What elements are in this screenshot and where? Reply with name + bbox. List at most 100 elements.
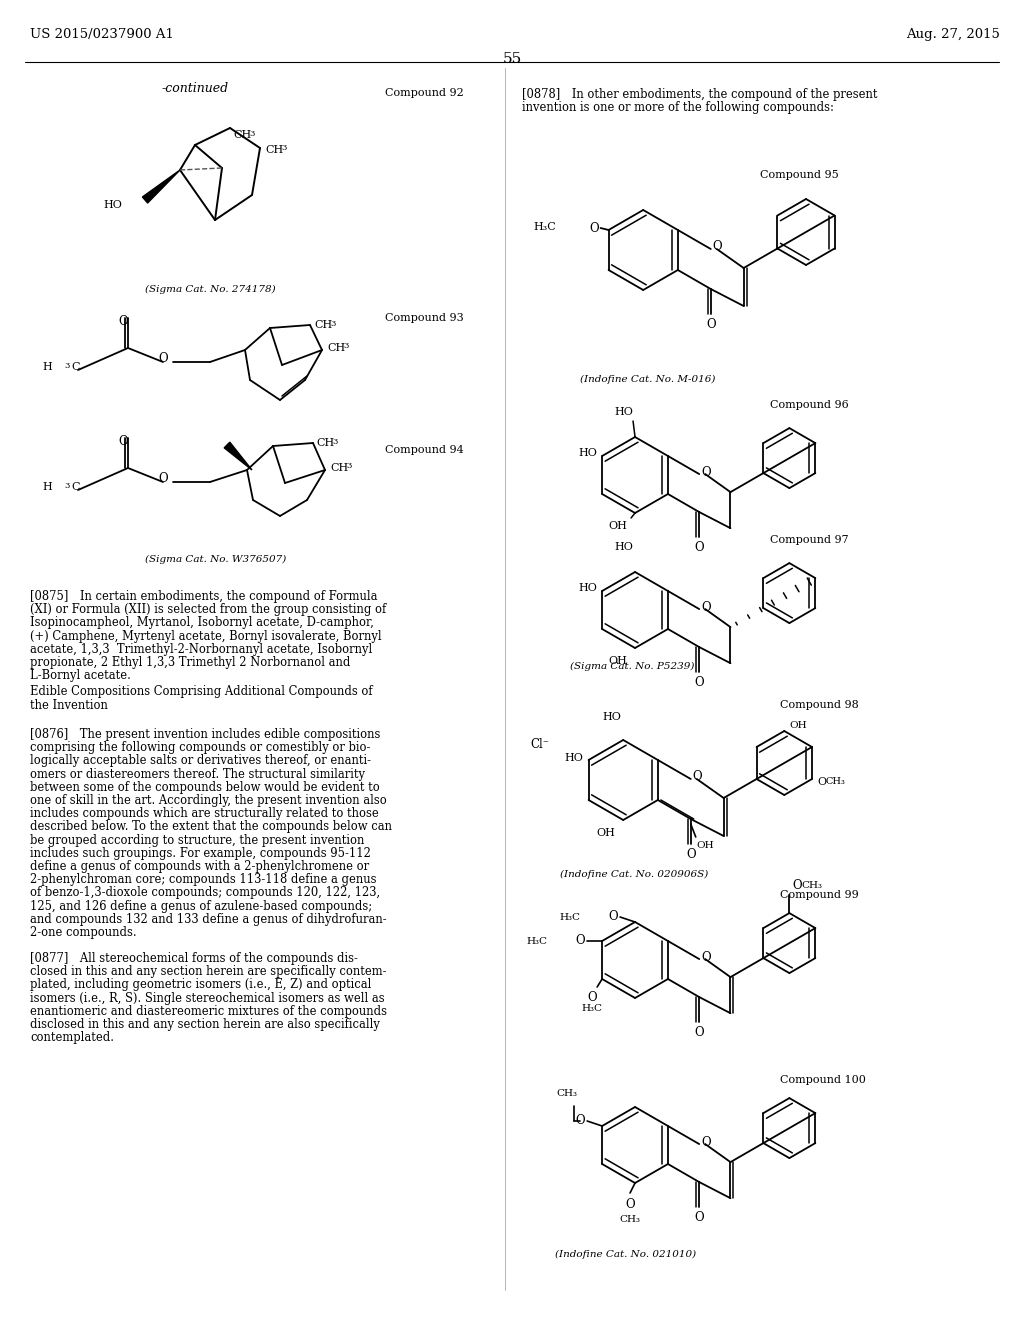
Text: HO: HO — [602, 711, 622, 722]
Text: L-Bornyl acetate.: L-Bornyl acetate. — [30, 669, 131, 682]
Text: O: O — [694, 1210, 705, 1224]
Text: OH: OH — [608, 521, 627, 531]
Text: 55: 55 — [503, 51, 521, 66]
Text: CH: CH — [265, 145, 284, 154]
Text: O: O — [118, 436, 128, 447]
Text: between some of the compounds below would be evident to: between some of the compounds below woul… — [30, 781, 380, 793]
Text: Compound 93: Compound 93 — [385, 313, 464, 323]
Text: (XI) or Formula (XII) is selected from the group consisting of: (XI) or Formula (XII) is selected from t… — [30, 603, 386, 616]
Text: O: O — [706, 318, 716, 331]
Text: O: O — [694, 541, 705, 554]
Text: H₃C: H₃C — [526, 936, 547, 945]
Text: 3: 3 — [63, 482, 70, 490]
Text: Cl⁻: Cl⁻ — [530, 738, 549, 751]
Text: O: O — [693, 771, 702, 784]
Text: O: O — [575, 935, 585, 948]
Text: OH: OH — [596, 828, 615, 838]
Text: omers or diastereomers thereof. The structural similarity: omers or diastereomers thereof. The stru… — [30, 768, 365, 780]
Text: HO: HO — [579, 583, 597, 593]
Text: -continued: -continued — [162, 82, 228, 95]
Text: CH₃: CH₃ — [557, 1089, 578, 1098]
Text: [0875] In certain embodiments, the compound of Formula: [0875] In certain embodiments, the compo… — [30, 590, 378, 603]
Text: O: O — [701, 466, 711, 479]
Text: O: O — [817, 777, 826, 787]
Text: isomers (i.e., R, S). Single stereochemical isomers as well as: isomers (i.e., R, S). Single stereochemi… — [30, 991, 385, 1005]
Text: includes such groupings. For example, compounds 95-112: includes such groupings. For example, co… — [30, 847, 371, 859]
Text: OH: OH — [790, 722, 807, 730]
Text: HO: HO — [579, 447, 597, 458]
Text: HO: HO — [564, 752, 584, 763]
Text: O: O — [793, 879, 802, 891]
Text: Aug. 27, 2015: Aug. 27, 2015 — [906, 28, 1000, 41]
Text: CH₃: CH₃ — [620, 1214, 641, 1224]
Text: be grouped according to structure, the present invention: be grouped according to structure, the p… — [30, 834, 365, 846]
Text: of benzo-1,3-dioxole compounds; compounds 120, 122, 123,: of benzo-1,3-dioxole compounds; compound… — [30, 887, 380, 899]
Text: Compound 97: Compound 97 — [770, 535, 849, 545]
Text: define a genus of compounds with a 2-phenylchromene or: define a genus of compounds with a 2-phe… — [30, 861, 369, 873]
Text: CH: CH — [233, 129, 251, 140]
Text: (Sigma Cat. No. W376507): (Sigma Cat. No. W376507) — [145, 554, 287, 564]
Text: O: O — [694, 676, 705, 689]
Text: 3: 3 — [343, 342, 348, 350]
Text: OH: OH — [696, 841, 715, 850]
Text: HO: HO — [614, 543, 633, 552]
Text: O: O — [626, 1199, 635, 1210]
Text: (Indofine Cat. No. M-016): (Indofine Cat. No. M-016) — [580, 375, 716, 384]
Text: contemplated.: contemplated. — [30, 1031, 114, 1044]
Text: 2-one compounds.: 2-one compounds. — [30, 927, 136, 939]
Text: O: O — [575, 1114, 585, 1127]
Text: 3: 3 — [281, 144, 287, 152]
Text: O: O — [118, 315, 128, 327]
Text: described below. To the extent that the compounds below can: described below. To the extent that the … — [30, 821, 392, 833]
Text: the Invention: the Invention — [30, 700, 108, 711]
Text: CH: CH — [327, 343, 345, 352]
Text: includes compounds which are structurally related to those: includes compounds which are structurall… — [30, 808, 379, 820]
Text: CH: CH — [330, 463, 348, 473]
Text: C: C — [71, 362, 80, 372]
Text: H₃C: H₃C — [559, 912, 580, 921]
Text: Compound 94: Compound 94 — [385, 445, 464, 455]
Text: Compound 96: Compound 96 — [770, 400, 849, 411]
Text: Compound 98: Compound 98 — [780, 700, 859, 710]
Text: Edible Compositions Comprising Additional Compounds of: Edible Compositions Comprising Additiona… — [30, 685, 373, 698]
Text: O: O — [158, 351, 168, 364]
Text: 3: 3 — [249, 129, 254, 139]
Text: (Indofine Cat. No. 021010): (Indofine Cat. No. 021010) — [555, 1250, 696, 1259]
Text: O: O — [701, 1135, 711, 1148]
Text: [0878] In other embodiments, the compound of the present: [0878] In other embodiments, the compoun… — [522, 88, 878, 102]
Text: logically acceptable salts or derivatives thereof, or enanti-: logically acceptable salts or derivative… — [30, 755, 371, 767]
Text: O: O — [686, 847, 695, 861]
Text: H: H — [42, 482, 52, 492]
Polygon shape — [224, 442, 252, 470]
Text: propionate, 2 Ethyl 1,3,3 Trimethyl 2 Norbornanol and: propionate, 2 Ethyl 1,3,3 Trimethyl 2 No… — [30, 656, 350, 669]
Polygon shape — [142, 170, 180, 203]
Text: 3: 3 — [346, 462, 351, 470]
Text: H: H — [42, 362, 52, 372]
Text: O: O — [694, 1026, 705, 1039]
Text: comprising the following compounds or comestibly or bio-: comprising the following compounds or co… — [30, 742, 371, 754]
Text: (Sigma Cat. No. P5239): (Sigma Cat. No. P5239) — [570, 663, 694, 671]
Text: O: O — [588, 991, 597, 1005]
Text: Compound 92: Compound 92 — [385, 88, 464, 98]
Text: disclosed in this and any section herein are also specifically: disclosed in this and any section herein… — [30, 1018, 380, 1031]
Text: plated, including geometric isomers (i.e., E, Z) and optical: plated, including geometric isomers (i.e… — [30, 978, 372, 991]
Text: [0876] The present invention includes edible compositions: [0876] The present invention includes ed… — [30, 729, 380, 741]
Text: 3: 3 — [332, 438, 337, 446]
Text: (Indofine Cat. No. 020906S): (Indofine Cat. No. 020906S) — [560, 870, 709, 879]
Text: acetate, 1,3,3  Trimethyl-2-Norbornanyl acetate, Isobornyl: acetate, 1,3,3 Trimethyl-2-Norbornanyl a… — [30, 643, 373, 656]
Text: 3: 3 — [63, 362, 70, 370]
Text: O: O — [701, 950, 711, 964]
Text: 125, and 126 define a genus of azulene-based compounds;: 125, and 126 define a genus of azulene-b… — [30, 900, 372, 912]
Text: O: O — [713, 240, 722, 253]
Text: CH₃: CH₃ — [802, 880, 822, 890]
Text: invention is one or more of the following compounds:: invention is one or more of the followin… — [522, 102, 834, 115]
Text: enantiomeric and diastereomeric mixtures of the compounds: enantiomeric and diastereomeric mixtures… — [30, 1005, 387, 1018]
Text: O: O — [701, 601, 711, 614]
Text: one of skill in the art. Accordingly, the present invention also: one of skill in the art. Accordingly, th… — [30, 795, 387, 807]
Text: HO: HO — [103, 201, 122, 210]
Text: H₃C: H₃C — [582, 1005, 603, 1012]
Text: CH: CH — [314, 319, 332, 330]
Text: O: O — [158, 471, 168, 484]
Text: CH: CH — [316, 438, 334, 447]
Text: 3: 3 — [330, 319, 336, 327]
